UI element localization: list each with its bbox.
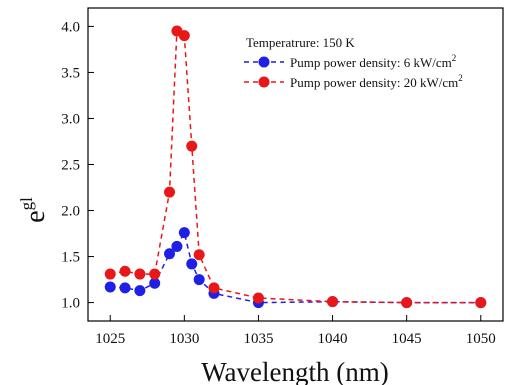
data-point (149, 268, 161, 280)
y-tick-label: 3.5 (61, 65, 80, 81)
data-point (119, 265, 131, 277)
y-axis-ticks: 1.0 1.5 2.0 2.5 3.0 3.5 4.0 (61, 19, 94, 312)
y-tick-label: 2.5 (61, 158, 80, 174)
x-tick-label: 1035 (243, 331, 273, 347)
series-0 (104, 227, 487, 309)
data-point (149, 277, 161, 289)
legend-marker-20kw (258, 76, 270, 88)
x-axis-label: Wavelength (nm) (201, 357, 389, 385)
data-point (164, 186, 176, 198)
data-point (171, 240, 183, 252)
y-axis-label: egl (17, 197, 51, 223)
y-tick-label: 1.0 (61, 296, 80, 312)
data-point (208, 282, 220, 294)
data-point (119, 282, 131, 294)
x-tick-label: 1045 (392, 331, 422, 347)
series-line (110, 29, 481, 304)
series-layer (104, 25, 487, 309)
data-point (104, 268, 116, 280)
legend: Pump power density: 6 kW/cm2 Pump power … (244, 53, 463, 90)
data-point (104, 281, 116, 293)
data-point (327, 296, 339, 308)
series-line (110, 230, 481, 304)
x-tick-label: 1040 (318, 331, 348, 347)
data-point (193, 274, 205, 286)
data-point (134, 268, 146, 280)
x-tick-label: 1025 (95, 331, 125, 347)
data-point (252, 292, 264, 304)
x-axis-ticks: 1025 1030 1035 1040 1045 1050 (95, 315, 496, 347)
y-tick-label: 3.0 (61, 111, 80, 127)
y-tick-label: 2.0 (61, 204, 80, 220)
data-point (193, 249, 205, 261)
temperature-annotation: Temperatrure: 150 K (246, 35, 355, 50)
y-tick-label: 1.5 (61, 250, 80, 266)
legend-label-20kw: Pump power density: 20 kW/cm2 (290, 73, 463, 90)
data-point (186, 258, 198, 270)
y-tick-label: 4.0 (61, 19, 80, 35)
x-tick-label: 1030 (169, 331, 199, 347)
legend-label-6kw: Pump power density: 6 kW/cm2 (290, 53, 456, 70)
data-point (186, 140, 198, 152)
data-point (475, 297, 487, 309)
data-point (401, 297, 413, 309)
legend-marker-6kw (258, 56, 270, 68)
data-point (178, 30, 190, 42)
data-point (164, 248, 176, 260)
data-point (134, 285, 146, 297)
data-point (178, 227, 190, 239)
series-1 (104, 25, 487, 309)
x-tick-label: 1050 (466, 331, 496, 347)
